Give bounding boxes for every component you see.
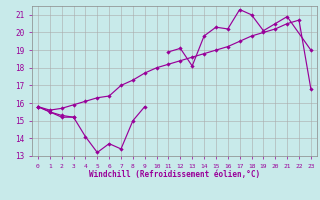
X-axis label: Windchill (Refroidissement éolien,°C): Windchill (Refroidissement éolien,°C) xyxy=(89,170,260,179)
